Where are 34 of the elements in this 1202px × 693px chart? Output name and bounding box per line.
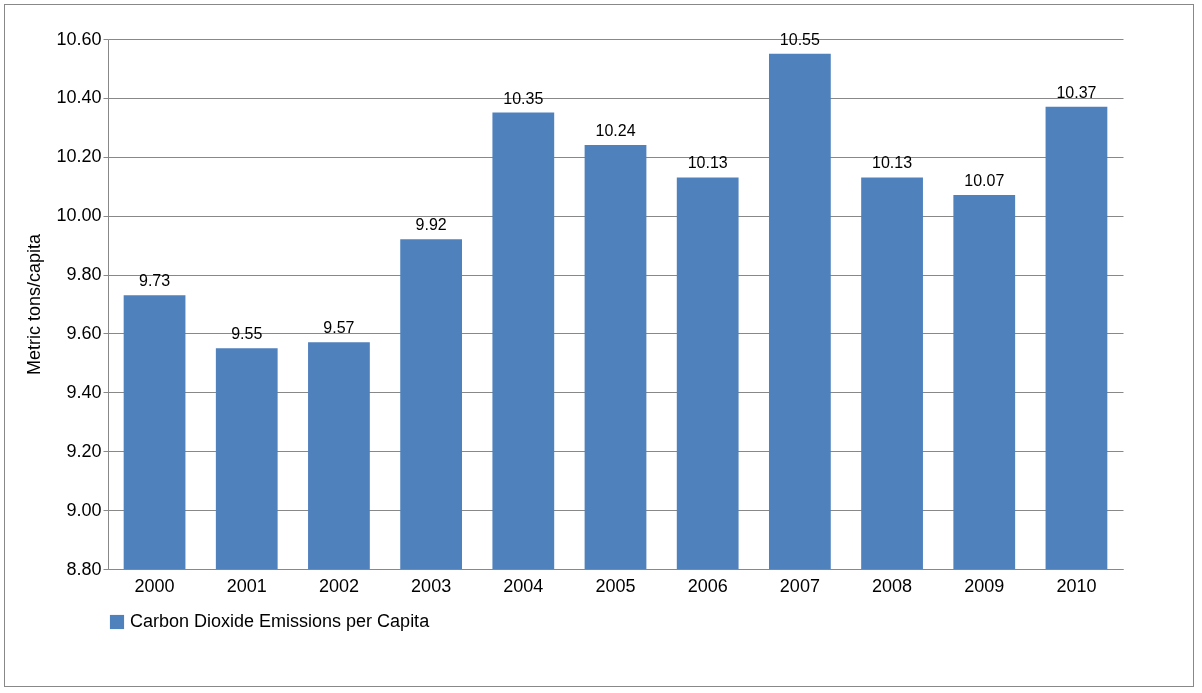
data-label: 9.92 [415,216,447,234]
x-tick-label: 2000 [134,575,175,596]
y-tick-label: 8.80 [66,558,102,579]
y-tick-label: 10.20 [56,146,102,167]
data-label: 9.73 [138,272,171,290]
x-tick-label: 2007 [779,575,820,596]
data-label: 10.13 [687,154,728,172]
y-tick-label: 10.40 [56,87,102,108]
x-tick-label: 2001 [226,575,267,596]
data-label: 9.55 [231,325,263,343]
data-label: 10.37 [1056,83,1097,101]
data-label: 10.07 [964,172,1005,190]
y-tick-label: 9.00 [66,499,102,520]
x-tick-label: 2005 [595,575,636,596]
legend-label: Carbon Dioxide Emissions per Capita [130,611,431,631]
y-tick-label: 9.80 [66,264,102,285]
x-tick-label: 2002 [318,575,359,596]
y-tick-label: 9.60 [66,322,102,343]
data-label: 10.24 [595,122,636,139]
x-tick-label: 2003 [411,575,452,596]
y-tick-label: 9.40 [66,381,102,402]
y-tick-label: 10.60 [56,28,102,49]
data-label: 10.13 [872,154,913,172]
x-tick-label: 2008 [872,575,913,596]
x-tick-label: 2009 [964,575,1005,596]
x-tick-label: 2006 [687,575,728,596]
data-label: 10.35 [503,89,544,107]
x-tick-label: 2010 [1056,575,1097,596]
y-tick-label: 10.00 [56,205,102,226]
data-label: 10.55 [779,30,820,48]
y-axis-title: Metric tons/capita [24,232,45,376]
y-tick-label: 9.20 [66,440,102,461]
x-tick-label: 2004 [503,575,544,596]
data-label: 9.57 [323,319,355,337]
